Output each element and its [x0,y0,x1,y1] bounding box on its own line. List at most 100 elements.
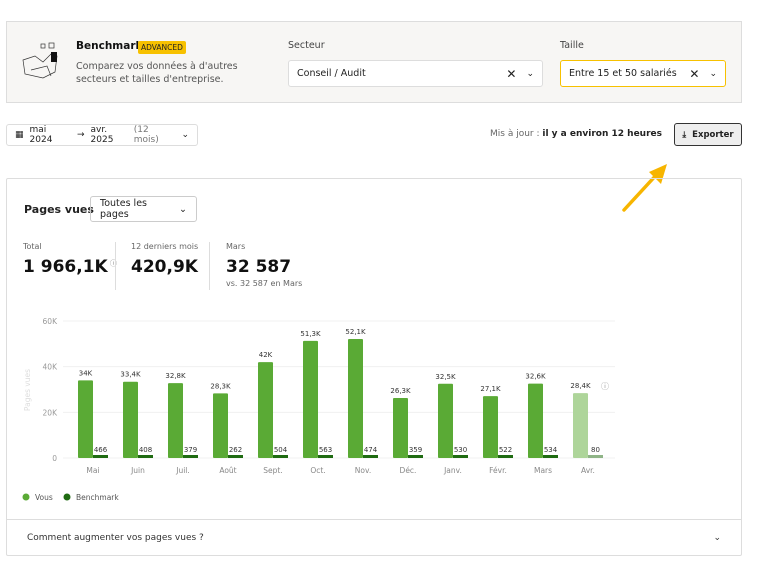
info-icon[interactable]: ⓘ [107,259,117,268]
x-tick-label: Mars [534,466,552,475]
data-label-benchmark: 80 [591,446,600,454]
bar-benchmark [138,455,153,458]
bar-benchmark [588,455,603,458]
pages-filter-value: Toutes les pages [100,198,147,220]
x-tick-label: Nov. [355,466,371,475]
bar-vous [438,383,453,458]
data-label-vous: 34K [79,369,93,377]
kpi-value: 420,9K [131,257,198,277]
data-label-benchmark: 534 [544,446,558,454]
x-tick-label: Janv. [443,466,462,475]
bar-vous [483,396,498,458]
legend-marker-vous [22,493,30,501]
x-tick-label: Oct. [310,466,325,475]
chevron-down-icon: ⌄ [179,203,187,215]
bar-benchmark [363,455,378,458]
bar-benchmark [543,455,558,458]
data-label-benchmark: 262 [229,446,242,454]
x-tick-label: Sept. [263,466,282,475]
clear-icon[interactable]: ✕ [689,66,700,81]
data-label-benchmark: 522 [499,446,512,454]
data-label-vous: 42K [259,351,273,359]
kpi-label: Total [23,242,42,251]
size-select[interactable]: Entre 15 et 50 salariés ✕ ⌄ [560,60,726,87]
data-label-benchmark: 379 [184,446,197,454]
kpi-value: 1 966,1K ⓘ [23,257,117,277]
export-label: Exporter [692,129,734,140]
bar-benchmark [408,455,423,458]
data-label-benchmark: 359 [409,446,422,454]
x-tick-label: Avr. [581,466,595,475]
kpi-month: Mars 32 587 vs. 32 587 en Mars [226,242,302,288]
bar-vous [258,362,273,458]
bar-vous [123,381,138,458]
legend-label-vous: Vous [35,493,53,502]
kpi-comparison: vs. 32 587 en Mars [226,279,303,288]
sector-value: Conseil / Audit [297,68,366,79]
data-label-benchmark: 530 [454,446,467,454]
bar-benchmark [318,455,333,458]
chevron-down-icon[interactable]: ⌄ [709,68,717,79]
date-duration: (12 mois) [133,125,159,145]
bar-vous [393,397,408,458]
card-title: Pages vues [24,203,94,216]
size-value: Entre 15 et 50 salariés [569,68,677,79]
sector-select[interactable]: Conseil / Audit ✕ ⌄ [288,60,543,87]
x-tick-label: Déc. [400,466,417,475]
data-label-vous: 52,1K [345,328,366,336]
x-tick-label: Mai [86,466,99,475]
bar-vous [78,380,93,458]
benchmark-title: Benchmark [76,40,143,52]
bar-vous [528,383,543,458]
data-label-vous: 26,3K [390,387,411,395]
bar-benchmark [453,455,468,458]
legend-label-benchmark: Benchmark [76,493,119,502]
update-status: Mis à jour : il y a environ 12 heures [490,129,662,139]
bar-vous [573,393,588,458]
data-label-vous: 32,6K [525,373,546,381]
faq-accordion[interactable]: Comment augmenter vos pages vues ? ⌄ [7,519,741,556]
y-tick-label: 0 [52,454,57,463]
bar-benchmark [228,455,243,458]
arrow-right-icon: → [76,130,85,140]
export-button[interactable]: ⤓ Exporter [674,123,742,146]
bar-vous [303,340,318,458]
kpi-value: 32 587 [226,257,292,277]
bar-vous [348,339,363,458]
x-tick-label: Août [219,466,236,475]
data-label-benchmark: 474 [364,446,378,454]
y-tick-label: 60K [43,317,59,326]
y-tick-label: 20K [43,408,59,417]
update-value: il y a environ 12 heures [542,129,662,139]
y-tick-label: 40K [43,363,59,372]
data-label-benchmark: 563 [319,446,332,454]
chevron-down-icon[interactable]: ⌄ [526,68,534,79]
bar-vous [168,383,183,458]
date-start: mai 2024 [29,125,53,145]
pages-filter-select[interactable]: Toutes les pages ⌄ [90,196,197,222]
x-tick-label: Juin [130,466,145,475]
update-label: Mis à jour : [490,129,540,139]
data-label-benchmark: 408 [139,446,152,454]
clear-icon[interactable]: ✕ [506,66,517,81]
data-label-vous: 27,1K [480,385,501,393]
download-icon: ⤓ [682,129,687,140]
bar-vous [213,393,228,458]
divider [115,242,116,290]
date-range-picker[interactable]: ▦ mai 2024 → avr. 2025 (12 mois) ⌄ [6,124,198,146]
size-label: Taille [560,40,584,51]
kpi-total: Total 1 966,1K ⓘ [23,242,117,277]
y-axis-label: Pages vues [23,369,32,411]
x-tick-label: Juil. [175,466,190,475]
pageviews-card: Pages vues Toutes les pages ⌄ Total 1 966… [6,178,742,556]
kpi-label: Mars [226,242,246,251]
pageviews-chart: 0 20K 40K 60K Pages vues 34K 466 Mai 33,4K 408 Jui… [22,317,615,502]
data-label-vous: 28,3K [210,382,231,390]
bar-benchmark [273,455,288,458]
advanced-badge: ADVANCED [138,41,186,54]
legend-marker-benchmark [63,493,71,501]
faq-question: Comment augmenter vos pages vues ? [27,533,204,543]
bar-benchmark [498,455,513,458]
benchmark-description: Comparez vos données à d'autres secteurs… [76,61,238,85]
data-label-vous: 51,3K [300,330,321,338]
